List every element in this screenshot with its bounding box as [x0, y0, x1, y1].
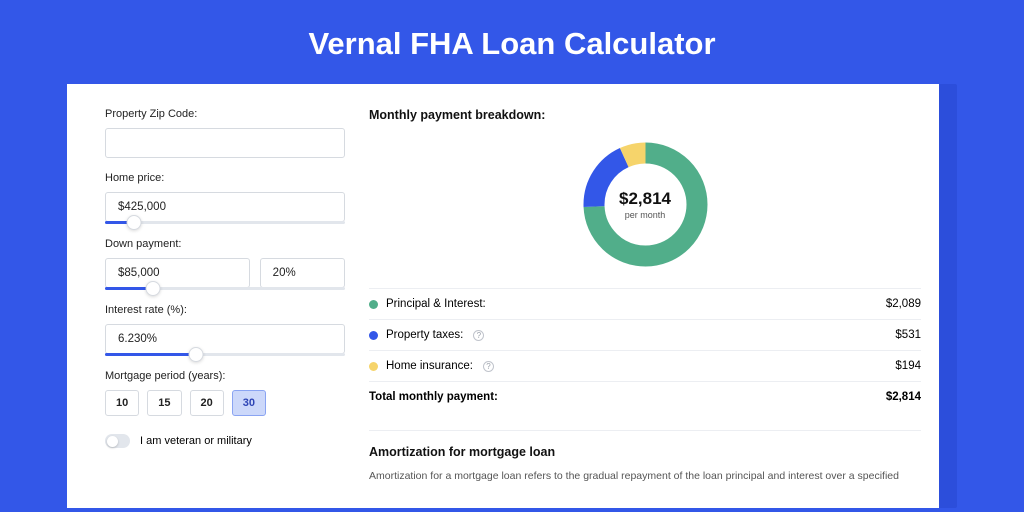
interest-slider-thumb[interactable] — [189, 347, 204, 362]
legend-dot — [369, 331, 378, 340]
breakdown-value: $194 — [895, 360, 921, 372]
breakdown-label: Home insurance: — [386, 360, 473, 372]
total-value: $2,814 — [886, 391, 921, 403]
legend-dot — [369, 300, 378, 309]
period-button-15[interactable]: 15 — [147, 390, 181, 416]
page-title: Vernal FHA Loan Calculator — [308, 26, 715, 62]
breakdown-value: $2,089 — [886, 298, 921, 310]
veteran-toggle[interactable] — [105, 434, 130, 448]
period-button-10[interactable]: 10 — [105, 390, 139, 416]
inputs-column: Property Zip Code: Home price: Down paym… — [105, 108, 345, 484]
total-label: Total monthly payment: — [369, 391, 498, 403]
info-icon[interactable]: ? — [473, 330, 484, 341]
period-buttons: 10 15 20 30 — [105, 390, 345, 416]
down-payment-slider[interactable] — [105, 287, 345, 290]
down-payment-label: Down payment: — [105, 238, 345, 250]
down-payment-slider-thumb[interactable] — [146, 281, 161, 296]
donut-chart: $2,814 per month — [369, 127, 921, 282]
breakdown-row: Property taxes:? $531 — [369, 319, 921, 350]
home-price-slider[interactable] — [105, 221, 345, 224]
amort-title: Amortization for mortgage loan — [369, 445, 921, 459]
interest-label: Interest rate (%): — [105, 304, 345, 316]
home-price-label: Home price: — [105, 172, 345, 184]
down-payment-input[interactable] — [105, 258, 250, 288]
calculator-card: Property Zip Code: Home price: Down paym… — [67, 84, 939, 508]
period-label: Mortgage period (years): — [105, 370, 345, 382]
amortization-section: Amortization for mortgage loan Amortizat… — [369, 430, 921, 484]
breakdown-value: $531 — [895, 329, 921, 341]
interest-input[interactable] — [105, 324, 345, 354]
period-button-30[interactable]: 30 — [232, 390, 266, 416]
zip-label: Property Zip Code: — [105, 108, 345, 120]
period-button-20[interactable]: 20 — [190, 390, 224, 416]
home-price-slider-thumb[interactable] — [126, 215, 141, 230]
zip-input[interactable] — [105, 128, 345, 158]
breakdown-title: Monthly payment breakdown: — [369, 108, 921, 122]
down-payment-pct-input[interactable] — [260, 258, 345, 288]
breakdown-total-row: Total monthly payment: $2,814 — [369, 381, 921, 412]
donut-per-month: per month — [625, 210, 666, 220]
breakdown-row: Principal & Interest: $2,089 — [369, 288, 921, 319]
interest-slider[interactable] — [105, 353, 345, 356]
home-price-input[interactable] — [105, 192, 345, 222]
legend-dot — [369, 362, 378, 371]
info-icon[interactable]: ? — [483, 361, 494, 372]
breakdown-label: Principal & Interest: — [386, 298, 486, 310]
breakdown-row: Home insurance:? $194 — [369, 350, 921, 381]
breakdown-column: Monthly payment breakdown: $2,814 per mo… — [369, 108, 921, 484]
card-shadow: Property Zip Code: Home price: Down paym… — [67, 84, 957, 508]
amort-text: Amortization for a mortgage loan refers … — [369, 469, 921, 484]
donut-total: $2,814 — [619, 189, 671, 209]
veteran-label: I am veteran or military — [140, 435, 252, 447]
breakdown-label: Property taxes: — [386, 329, 463, 341]
